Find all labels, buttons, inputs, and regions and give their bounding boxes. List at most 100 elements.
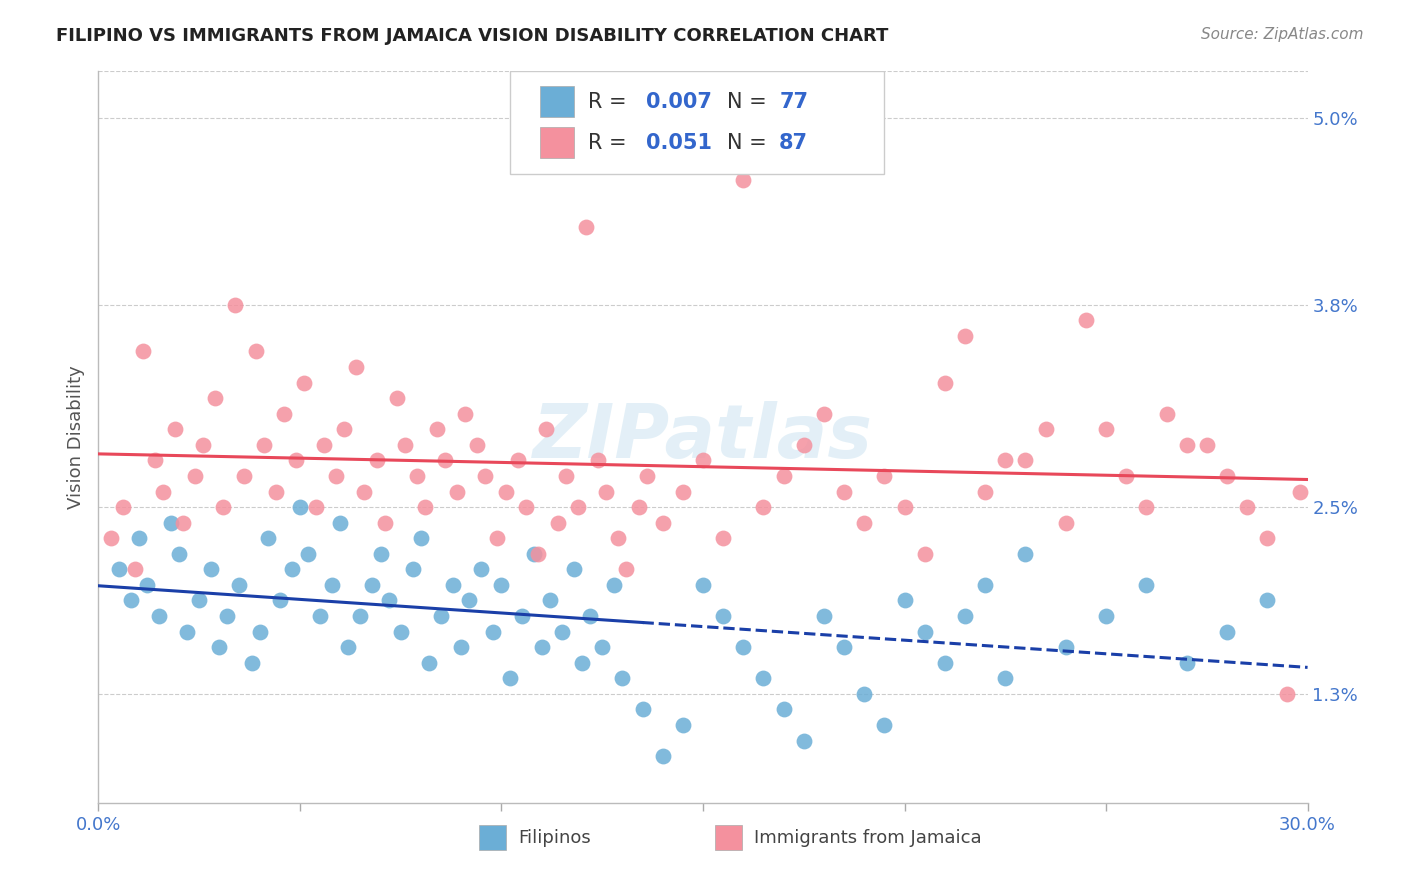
Point xyxy=(1216,624,1239,639)
Point xyxy=(288,500,311,515)
FancyBboxPatch shape xyxy=(716,825,742,850)
Point xyxy=(547,516,569,530)
Point xyxy=(530,640,553,655)
Point xyxy=(591,640,613,655)
Point xyxy=(672,718,695,732)
Point xyxy=(1216,469,1239,483)
FancyBboxPatch shape xyxy=(509,71,884,174)
Point xyxy=(813,407,835,421)
Point xyxy=(1115,469,1137,483)
Point xyxy=(510,609,533,624)
Point xyxy=(1035,422,1057,436)
Point xyxy=(893,500,915,515)
Text: 0.051: 0.051 xyxy=(647,133,713,153)
Point xyxy=(253,438,276,452)
Point xyxy=(224,298,246,312)
Point xyxy=(337,640,360,655)
Point xyxy=(562,562,585,576)
Point xyxy=(607,531,630,545)
Point xyxy=(1256,593,1278,607)
Point xyxy=(167,547,190,561)
Point xyxy=(579,609,602,624)
Point xyxy=(474,469,496,483)
Point xyxy=(893,593,915,607)
Point xyxy=(128,531,150,545)
Point xyxy=(152,484,174,499)
Point xyxy=(273,407,295,421)
Point xyxy=(204,391,226,405)
Point xyxy=(148,609,170,624)
Point xyxy=(631,702,654,716)
Point xyxy=(314,438,336,452)
Point xyxy=(1277,687,1299,701)
Point xyxy=(370,547,392,561)
Point xyxy=(454,407,477,421)
Text: N =: N = xyxy=(727,92,773,112)
Point xyxy=(269,593,291,607)
Point xyxy=(974,484,997,499)
Point xyxy=(297,547,319,561)
Point xyxy=(934,656,956,670)
Point xyxy=(321,578,343,592)
Point xyxy=(534,422,557,436)
Point xyxy=(873,469,896,483)
Point xyxy=(1074,313,1097,327)
Text: R =: R = xyxy=(588,133,633,153)
Point xyxy=(430,609,453,624)
Point xyxy=(711,531,734,545)
Point xyxy=(163,422,186,436)
Point xyxy=(374,516,396,530)
Point xyxy=(405,469,427,483)
Point xyxy=(465,438,488,452)
Point xyxy=(651,749,673,764)
Point xyxy=(1175,438,1198,452)
Point xyxy=(793,733,815,747)
Point xyxy=(228,578,250,592)
Point xyxy=(111,500,134,515)
Point xyxy=(1175,656,1198,670)
Point xyxy=(934,376,956,390)
Point xyxy=(176,624,198,639)
Point xyxy=(873,718,896,732)
Point xyxy=(305,500,328,515)
Point xyxy=(526,547,548,561)
Point xyxy=(1256,531,1278,545)
Point xyxy=(793,438,815,452)
Point xyxy=(627,500,650,515)
Point xyxy=(1095,422,1118,436)
Point xyxy=(491,578,513,592)
Point xyxy=(1135,578,1157,592)
Point xyxy=(1014,547,1036,561)
Point xyxy=(692,578,714,592)
Point xyxy=(994,453,1017,467)
Point xyxy=(284,453,307,467)
Point xyxy=(772,702,794,716)
Text: Immigrants from Jamaica: Immigrants from Jamaica xyxy=(754,829,981,847)
Point xyxy=(124,562,146,576)
Point xyxy=(409,531,432,545)
Point xyxy=(853,516,876,530)
Point xyxy=(264,484,287,499)
Point xyxy=(193,438,215,452)
Point xyxy=(1054,516,1077,530)
Point xyxy=(281,562,304,576)
Point xyxy=(1014,453,1036,467)
Point xyxy=(575,219,598,234)
Point xyxy=(450,640,472,655)
Point xyxy=(482,624,505,639)
Point xyxy=(349,609,371,624)
Point xyxy=(208,640,231,655)
Point xyxy=(1095,609,1118,624)
Point xyxy=(446,484,468,499)
FancyBboxPatch shape xyxy=(540,86,574,117)
FancyBboxPatch shape xyxy=(540,128,574,158)
Point xyxy=(495,484,517,499)
Text: 0.007: 0.007 xyxy=(647,92,711,112)
Point xyxy=(506,453,529,467)
Point xyxy=(240,656,263,670)
Point xyxy=(217,609,239,624)
Point xyxy=(353,484,375,499)
Point xyxy=(853,687,876,701)
Point xyxy=(612,671,634,685)
Point xyxy=(256,531,278,545)
